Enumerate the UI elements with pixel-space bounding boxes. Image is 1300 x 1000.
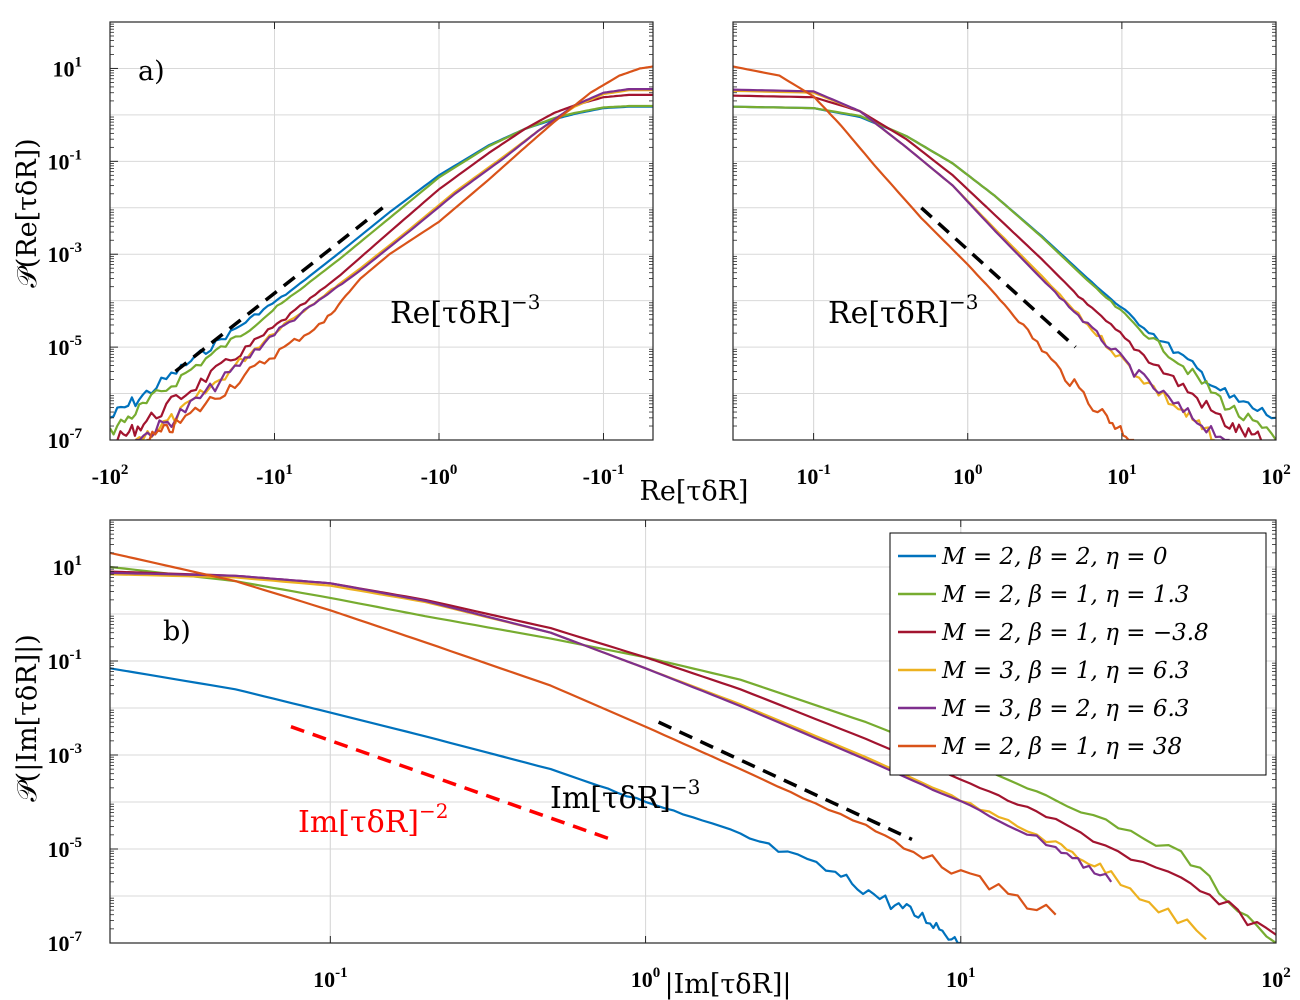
x-tick-label-b-3: 102: [1261, 965, 1291, 992]
series-line-b-0: [110, 667, 961, 943]
series-line-a_right-1: [733, 105, 1276, 440]
y-tick-label-b-1: 10-1: [48, 647, 83, 674]
plot-area-a_right: [733, 65, 1276, 440]
reference-line-b-1: [657, 720, 913, 841]
panel-a-label: a): [138, 56, 165, 87]
legend-box: [889, 532, 1267, 776]
series-line-a_left-4: [135, 87, 653, 440]
y-tick-label-a_left-2: 10-3: [48, 240, 83, 267]
axes-frame-a_right: [732, 21, 1277, 441]
reference-line-a_right-0: [920, 206, 1077, 349]
legend-item-1: M = 2, β = 1, η = 1.3: [941, 582, 1189, 608]
x-tick-label-b-0: 10-1: [313, 965, 348, 992]
series-line-a_right-4: [733, 88, 1230, 440]
series-line-a_left-1: [110, 104, 653, 436]
y-tick-label-b-3: 10-5: [48, 835, 83, 862]
y-tick-label-b-2: 10-3: [48, 741, 83, 768]
x-tick-label-a_right-0: 10-1: [796, 462, 831, 489]
legend-item-3: M = 3, β = 1, η = 6.3: [941, 658, 1189, 684]
x-tick-label-a_left-0: -102: [92, 462, 129, 489]
annotation-a-left: Re[τδR]−3: [390, 290, 540, 331]
reference-line-b-0: [290, 725, 616, 843]
y-axis-label-a: 𝒫(Re[τδR]): [12, 138, 43, 287]
x-tick-label-a_left-3: -10-1: [583, 462, 625, 489]
y-tick-label-b-0: 101: [53, 553, 83, 580]
plot-area-a_left: [110, 65, 653, 440]
x-tick-label-a_right-3: 102: [1261, 462, 1291, 489]
series-line-a_left-2: [116, 93, 653, 440]
x-tick-label-a_left-1: -101: [256, 462, 293, 489]
series-line-b-4: [110, 571, 1113, 883]
plot-area-b: [110, 551, 1276, 943]
axes-frame-b: [109, 519, 1277, 944]
x-axis-label-b: |Im[τδR]|: [664, 969, 791, 1000]
annotation-b-im2: Im[τδR]−2: [298, 799, 448, 840]
series-line-a_left-5: [146, 65, 653, 440]
series-line-b-5: [110, 551, 1057, 916]
series-line-a_right-3: [733, 89, 1215, 440]
x-tick-label-a_right-1: 100: [953, 462, 983, 489]
panel-b-label: b): [163, 616, 191, 647]
series-line-a_right-5: [733, 65, 1135, 440]
series-line-a_right-2: [733, 94, 1263, 440]
y-tick-label-a_left-1: 10-1: [48, 147, 83, 174]
annotation-b-im3: Im[τδR]−3: [550, 775, 700, 816]
legend-item-4: M = 3, β = 2, η = 6.3: [941, 696, 1189, 722]
annotation-a-right: Re[τδR]−3: [828, 290, 978, 331]
x-tick-label-a_right-2: 101: [1107, 462, 1137, 489]
y-tick-label-a_left-3: 10-5: [48, 333, 83, 360]
x-tick-label-b-1: 100: [631, 965, 661, 992]
x-axis-label-a: Re[τδR]: [640, 476, 749, 507]
x-tick-label-a_left-2: -100: [421, 462, 458, 489]
legend-item-5: M = 2, β = 1, η = 38: [941, 734, 1182, 760]
axes-frame-a_left: [109, 21, 654, 441]
legend-item-2: M = 2, β = 1, η = −3.8: [941, 620, 1209, 646]
legend: M = 2, β = 2, η = 0 M = 2, β = 1, η = 1.3…: [889, 532, 1267, 776]
reference-line-a_left-0: [174, 206, 384, 373]
y-axis-label-b: 𝒫(|Im[τδR]|): [12, 634, 43, 802]
x-tick-label-b-2: 101: [946, 965, 976, 992]
y-tick-label-b-4: 10-7: [48, 929, 83, 956]
y-tick-label-a_left-0: 101: [53, 54, 83, 81]
legend-item-0: M = 2, β = 2, η = 0: [941, 544, 1167, 570]
y-tick-label-a_left-4: 10-7: [48, 426, 83, 453]
series-line-b-1: [110, 565, 1276, 943]
